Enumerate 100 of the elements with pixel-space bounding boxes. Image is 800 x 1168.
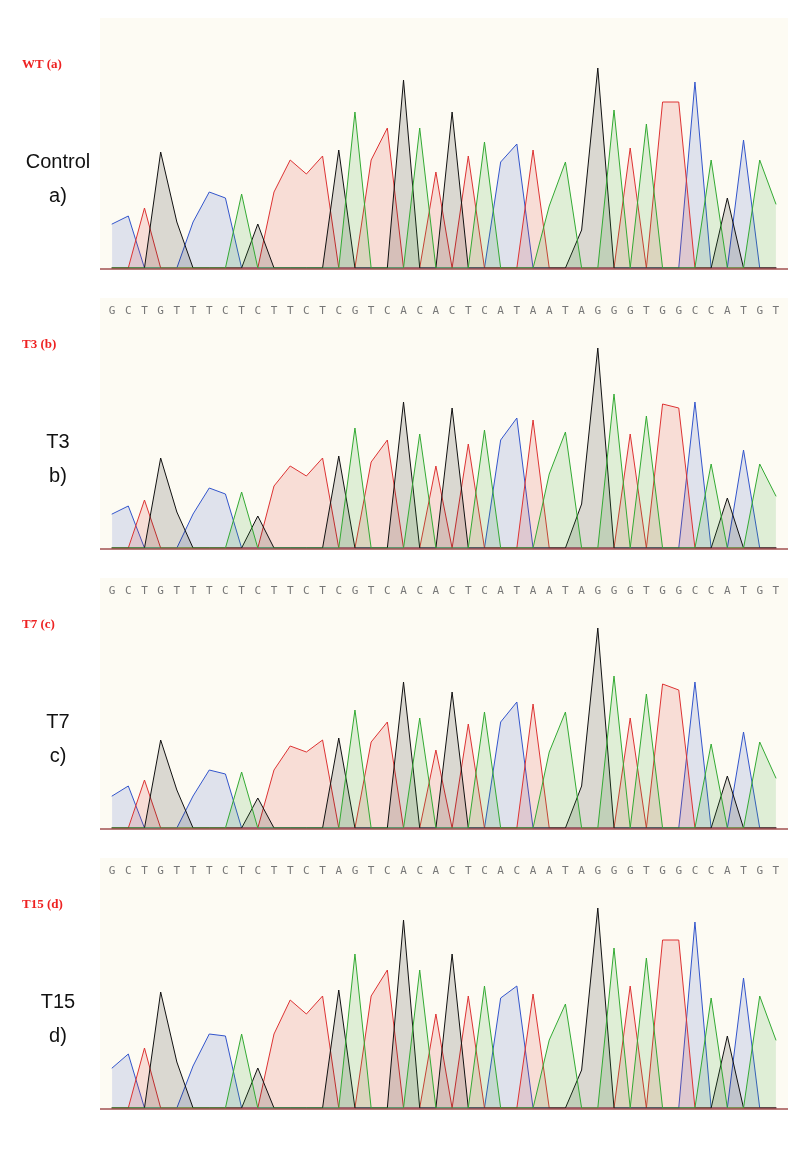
x-tick-label: G bbox=[659, 304, 666, 317]
x-tick-label: A bbox=[432, 864, 440, 877]
x-tick-label: T bbox=[286, 584, 294, 597]
x-tick-label: A bbox=[545, 864, 553, 877]
x-tick-label: G bbox=[594, 584, 602, 597]
x-tick-label: A bbox=[400, 864, 408, 877]
text: T3 bbox=[46, 430, 70, 452]
x-tick-label: G bbox=[351, 304, 359, 317]
x-tick-label: T bbox=[205, 304, 213, 317]
x-tick-label: G bbox=[108, 864, 116, 877]
x-tick-label: A bbox=[432, 304, 440, 317]
x-tick-label: T bbox=[464, 864, 472, 877]
x-tick-label: G bbox=[756, 304, 764, 317]
x-tick-label: C bbox=[481, 864, 488, 877]
x-tick-label: G bbox=[659, 864, 666, 877]
x-tick-label: C bbox=[254, 864, 262, 877]
x-tick-label: G bbox=[756, 864, 764, 877]
x-tick-label: A bbox=[529, 304, 537, 317]
x-tick-label: T bbox=[173, 304, 181, 317]
x-tick-label: C bbox=[384, 864, 391, 877]
chart-title: WT (a) bbox=[22, 56, 62, 71]
x-tick-label: T bbox=[513, 584, 521, 597]
x-tick-label: A bbox=[497, 864, 505, 877]
x-tick-label: G bbox=[610, 584, 618, 597]
x-tick-label: G bbox=[626, 864, 634, 877]
x-tick-label: T bbox=[270, 304, 278, 317]
x-tick-label: G bbox=[675, 584, 683, 597]
x-tick-label: C bbox=[222, 864, 229, 877]
x-tick-label: C bbox=[124, 864, 132, 877]
x-tick-label: T bbox=[270, 584, 278, 597]
x-tick-label: C bbox=[448, 304, 456, 317]
x-tick-label: C bbox=[691, 864, 699, 877]
x-tick-label: T bbox=[367, 304, 375, 317]
x-tick-label: T bbox=[141, 304, 149, 317]
x-tick-label: C bbox=[416, 584, 424, 597]
x-tick-label: G bbox=[626, 304, 634, 317]
x-tick-label: A bbox=[432, 584, 440, 597]
x-tick-label: G bbox=[610, 864, 618, 877]
x-tick-label: C bbox=[384, 584, 391, 597]
x-tick-label: T bbox=[189, 304, 197, 317]
x-tick-label: G bbox=[610, 304, 618, 317]
x-tick-label: T bbox=[319, 584, 327, 597]
chart-title: T3 (b) bbox=[22, 336, 57, 351]
x-tick-label: G bbox=[108, 584, 116, 597]
x-tick-label: A bbox=[529, 584, 537, 597]
x-tick-label: C bbox=[124, 304, 132, 317]
x-tick-label: A bbox=[578, 864, 586, 877]
text: c) bbox=[49, 744, 67, 766]
x-tick-label: G bbox=[157, 864, 164, 877]
x-tick-label: T bbox=[189, 584, 197, 597]
x-tick-label: T bbox=[772, 864, 780, 877]
x-tick-label: T bbox=[367, 864, 375, 877]
x-tick-label: T bbox=[643, 864, 651, 877]
x-tick-label: T bbox=[740, 584, 748, 597]
x-tick-label: A bbox=[497, 584, 505, 597]
text: T15 bbox=[40, 990, 76, 1012]
x-tick-label: T bbox=[189, 864, 197, 877]
x-tick-label: C bbox=[254, 584, 262, 597]
x-tick-label: C bbox=[707, 864, 715, 877]
x-tick-label: T bbox=[205, 864, 213, 877]
x-tick-label: G bbox=[675, 304, 683, 317]
x-tick-label: C bbox=[691, 304, 699, 317]
x-tick-label: G bbox=[756, 584, 764, 597]
text: a) bbox=[49, 184, 67, 206]
x-tick-label: T bbox=[464, 584, 472, 597]
x-tick-label: C bbox=[303, 584, 310, 597]
chart-title: T15 (d) bbox=[22, 896, 63, 911]
x-tick-label: G bbox=[626, 584, 634, 597]
x-tick-label: T bbox=[141, 864, 149, 877]
x-tick-label: T bbox=[286, 304, 294, 317]
x-tick-label: T bbox=[141, 584, 149, 597]
x-tick-label: T bbox=[173, 864, 181, 877]
x-tick-label: G bbox=[675, 864, 683, 877]
x-tick-label: A bbox=[545, 584, 553, 597]
x-tick-label: C bbox=[448, 584, 456, 597]
x-tick-label: G bbox=[659, 584, 666, 597]
x-tick-label: C bbox=[222, 304, 229, 317]
text: Control bbox=[25, 150, 91, 172]
x-tick-label: T bbox=[643, 584, 651, 597]
x-tick-label: G bbox=[157, 304, 164, 317]
x-tick-label: G bbox=[594, 864, 602, 877]
x-tick-label: C bbox=[335, 304, 343, 317]
x-tick-label: A bbox=[529, 864, 537, 877]
x-tick-label: T bbox=[286, 864, 294, 877]
x-tick-label: G bbox=[594, 304, 602, 317]
x-tick-label: T bbox=[205, 584, 213, 597]
x-tick-label: T bbox=[740, 304, 748, 317]
x-tick-label: A bbox=[400, 584, 408, 597]
x-tick-label: C bbox=[124, 584, 132, 597]
x-tick-label: T bbox=[238, 304, 246, 317]
x-tick-label: C bbox=[416, 864, 424, 877]
x-tick-label: G bbox=[108, 304, 116, 317]
x-tick-label: T bbox=[173, 584, 181, 597]
x-tick-label: A bbox=[497, 304, 505, 317]
x-tick-label: T bbox=[740, 864, 748, 877]
x-tick-label: G bbox=[351, 584, 359, 597]
x-tick-label: A bbox=[578, 584, 586, 597]
x-tick-label: G bbox=[351, 864, 359, 877]
x-tick-label: C bbox=[335, 584, 343, 597]
x-tick-label: A bbox=[545, 304, 553, 317]
